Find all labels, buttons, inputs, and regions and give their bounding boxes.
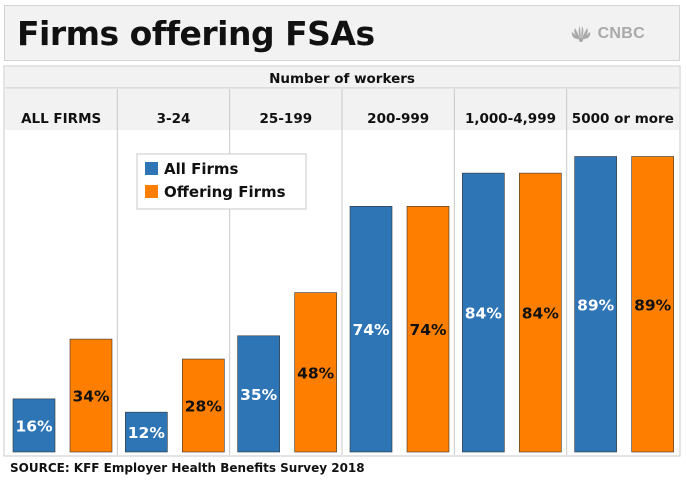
legend-label-offering-firms: Offering Firms bbox=[164, 183, 286, 201]
legend-label-all-firms: All Firms bbox=[164, 160, 239, 178]
bar-all-firms-25-199 bbox=[237, 335, 280, 453]
category-label-25-199: 25-199 bbox=[260, 111, 313, 127]
category-band bbox=[5, 89, 118, 130]
category-band bbox=[229, 89, 342, 130]
data-label-all-firms-all-firms: 16% bbox=[15, 417, 53, 435]
category-label-all-firms: ALL FIRMS bbox=[21, 111, 101, 127]
legend-swatch-offering-firms bbox=[145, 185, 158, 198]
category-band bbox=[117, 89, 230, 130]
data-label-offering-firms-3-24: 28% bbox=[185, 398, 223, 416]
category-band bbox=[566, 89, 679, 130]
bar-all-firms-3-24 bbox=[125, 411, 168, 453]
bar-offering-firms-all-firms bbox=[69, 338, 113, 453]
data-label-offering-firms-5000-or-more: 89% bbox=[634, 296, 672, 314]
peacock-icon bbox=[571, 26, 590, 42]
header-band bbox=[5, 67, 679, 88]
header-label: Number of workers bbox=[269, 71, 415, 87]
bar-offering-firms-200-999 bbox=[406, 206, 450, 453]
category-label-5000-or-more: 5000 or more bbox=[572, 111, 674, 127]
cnbc-logo: CNBC bbox=[569, 25, 645, 43]
category-band bbox=[342, 89, 455, 130]
bar-offering-firms-5000-or-more bbox=[631, 156, 674, 453]
legend-swatch-all-firms bbox=[145, 162, 158, 175]
legend: All Firms Offering Firms bbox=[136, 153, 307, 210]
bar-all-firms-1-000-4-999 bbox=[462, 172, 505, 453]
chart-title: Firms offering FSAs bbox=[17, 14, 375, 53]
data-label-all-firms-200-999: 74% bbox=[352, 321, 390, 339]
bar-offering-firms-25-199 bbox=[294, 292, 337, 453]
category-band bbox=[454, 89, 567, 130]
bar-all-firms-all-firms bbox=[12, 398, 56, 453]
bar-all-firms-5000-or-more bbox=[574, 156, 617, 453]
title-bar: Firms offering FSAs CNBC bbox=[4, 5, 680, 61]
bar-offering-firms-1-000-4-999 bbox=[519, 172, 562, 453]
bar-all-firms-200-999 bbox=[349, 206, 393, 453]
bar-offering-firms-3-24 bbox=[182, 358, 225, 453]
source-note: SOURCE: KFF Employer Health Benefits Sur… bbox=[10, 461, 365, 475]
legend-box bbox=[136, 153, 307, 210]
plot-border bbox=[3, 65, 681, 457]
data-label-offering-firms-25-199: 48% bbox=[297, 364, 335, 382]
data-label-offering-firms-200-999: 74% bbox=[409, 321, 447, 339]
logo-text: CNBC bbox=[597, 25, 645, 42]
category-label-1-000-4-999: 1,000-4,999 bbox=[465, 111, 556, 127]
data-label-offering-firms-1-000-4-999: 84% bbox=[522, 305, 560, 323]
data-label-all-firms-25-199: 35% bbox=[240, 386, 278, 404]
data-label-offering-firms-all-firms: 34% bbox=[72, 388, 110, 406]
data-label-all-firms-3-24: 12% bbox=[128, 424, 166, 442]
category-label-200-999: 200-999 bbox=[367, 111, 429, 127]
data-label-all-firms-1-000-4-999: 84% bbox=[465, 305, 503, 323]
data-label-all-firms-5000-or-more: 89% bbox=[577, 296, 615, 314]
category-label-3-24: 3-24 bbox=[157, 111, 191, 127]
